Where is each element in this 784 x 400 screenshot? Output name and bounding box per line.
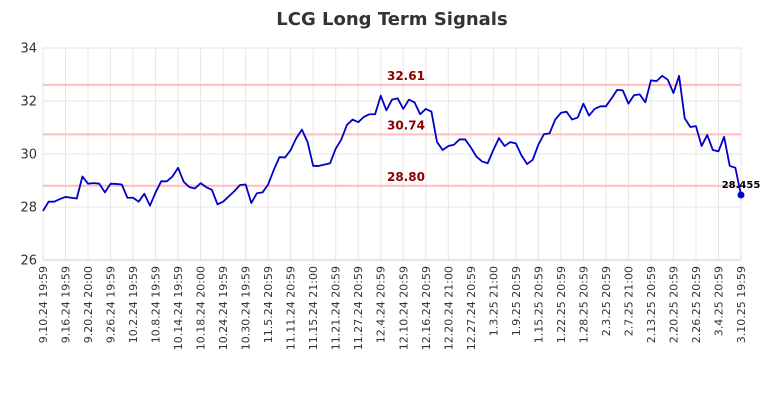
x-tick-label: 11.21.24 20:59 — [330, 266, 343, 350]
reference-line-label: 32.61 — [387, 69, 425, 83]
x-tick-label: 9.20.24 20:00 — [82, 266, 95, 343]
x-tick-label: 1.3.25 21:00 — [487, 266, 500, 336]
y-axis: 26 28 30 32 34 — [20, 42, 37, 269]
x-tick-label: 3.10.25 19:59 — [735, 266, 748, 343]
reference-labels: 32.61 30.74 28.80 — [387, 69, 425, 184]
series-line — [42, 74, 742, 212]
x-tick-label: 12.27.24 20:59 — [465, 266, 478, 350]
x-tick-label: 12.20.24 21:00 — [442, 266, 455, 350]
series-group — [42, 74, 742, 212]
x-tick-label: 1.22.25 20:59 — [555, 266, 568, 343]
x-tick-label: 9.16.24 19:59 — [60, 266, 73, 343]
last-point-group: 28.455 — [722, 180, 761, 199]
x-tick-label: 12.4.24 20:59 — [375, 266, 388, 343]
x-tick-label: 11.27.24 20:59 — [352, 266, 365, 350]
x-tick-label: 10.30.24 19:59 — [240, 266, 253, 350]
y-tick-label: 34 — [20, 42, 37, 57]
reference-line-label: 28.80 — [387, 170, 425, 184]
grid — [42, 47, 742, 261]
x-tick-label: 2.3.25 20:59 — [600, 266, 613, 336]
y-tick-label: 26 — [20, 254, 37, 269]
x-tick-label: 9.26.24 19:59 — [105, 266, 118, 343]
x-tick-label: 10.24.24 19:59 — [217, 266, 230, 350]
x-tick-label: 12.10.24 20:59 — [397, 266, 410, 350]
x-tick-label: 3.4.25 20:59 — [712, 266, 725, 336]
x-tick-label: 1.15.25 20:59 — [532, 266, 545, 343]
x-tick-label: 2.26.25 20:59 — [690, 266, 703, 343]
x-tick-label: 11.11.24 20:59 — [285, 266, 298, 350]
y-tick-label: 28 — [20, 201, 37, 216]
x-tick-label: 10.14.24 19:59 — [172, 266, 185, 350]
x-tick-label: 12.16.24 20:59 — [420, 266, 433, 350]
y-tick-label: 30 — [20, 148, 37, 163]
last-point-marker — [737, 191, 745, 199]
x-tick-label: 9.10.24 19:59 — [37, 266, 50, 343]
x-tick-label: 11.5.24 20:59 — [262, 266, 275, 343]
x-tick-label: 2.13.25 20:59 — [645, 266, 658, 343]
y-tick-label: 32 — [20, 95, 37, 110]
reference-line-label: 30.74 — [387, 118, 425, 132]
x-tick-label: 2.7.25 21:00 — [622, 266, 635, 336]
x-tick-label: 1.9.25 20:59 — [510, 266, 523, 336]
last-point-label: 28.455 — [722, 180, 761, 191]
x-tick-label: 10.8.24 19:59 — [150, 266, 163, 343]
x-tick-label: 10.18.24 20:00 — [195, 266, 208, 350]
x-tick-label: 10.2.24 19:59 — [127, 266, 140, 343]
chart-title: LCG Long Term Signals — [276, 9, 507, 30]
x-tick-label: 1.28.25 20:59 — [577, 266, 590, 343]
x-axis: 9.10.24 19:59 9.16.24 19:59 9.20.24 20:00 9… — [37, 266, 748, 350]
x-tick-label: 2.20.25 20:59 — [667, 266, 680, 343]
x-tick-label: 11.15.24 21:00 — [307, 266, 320, 350]
